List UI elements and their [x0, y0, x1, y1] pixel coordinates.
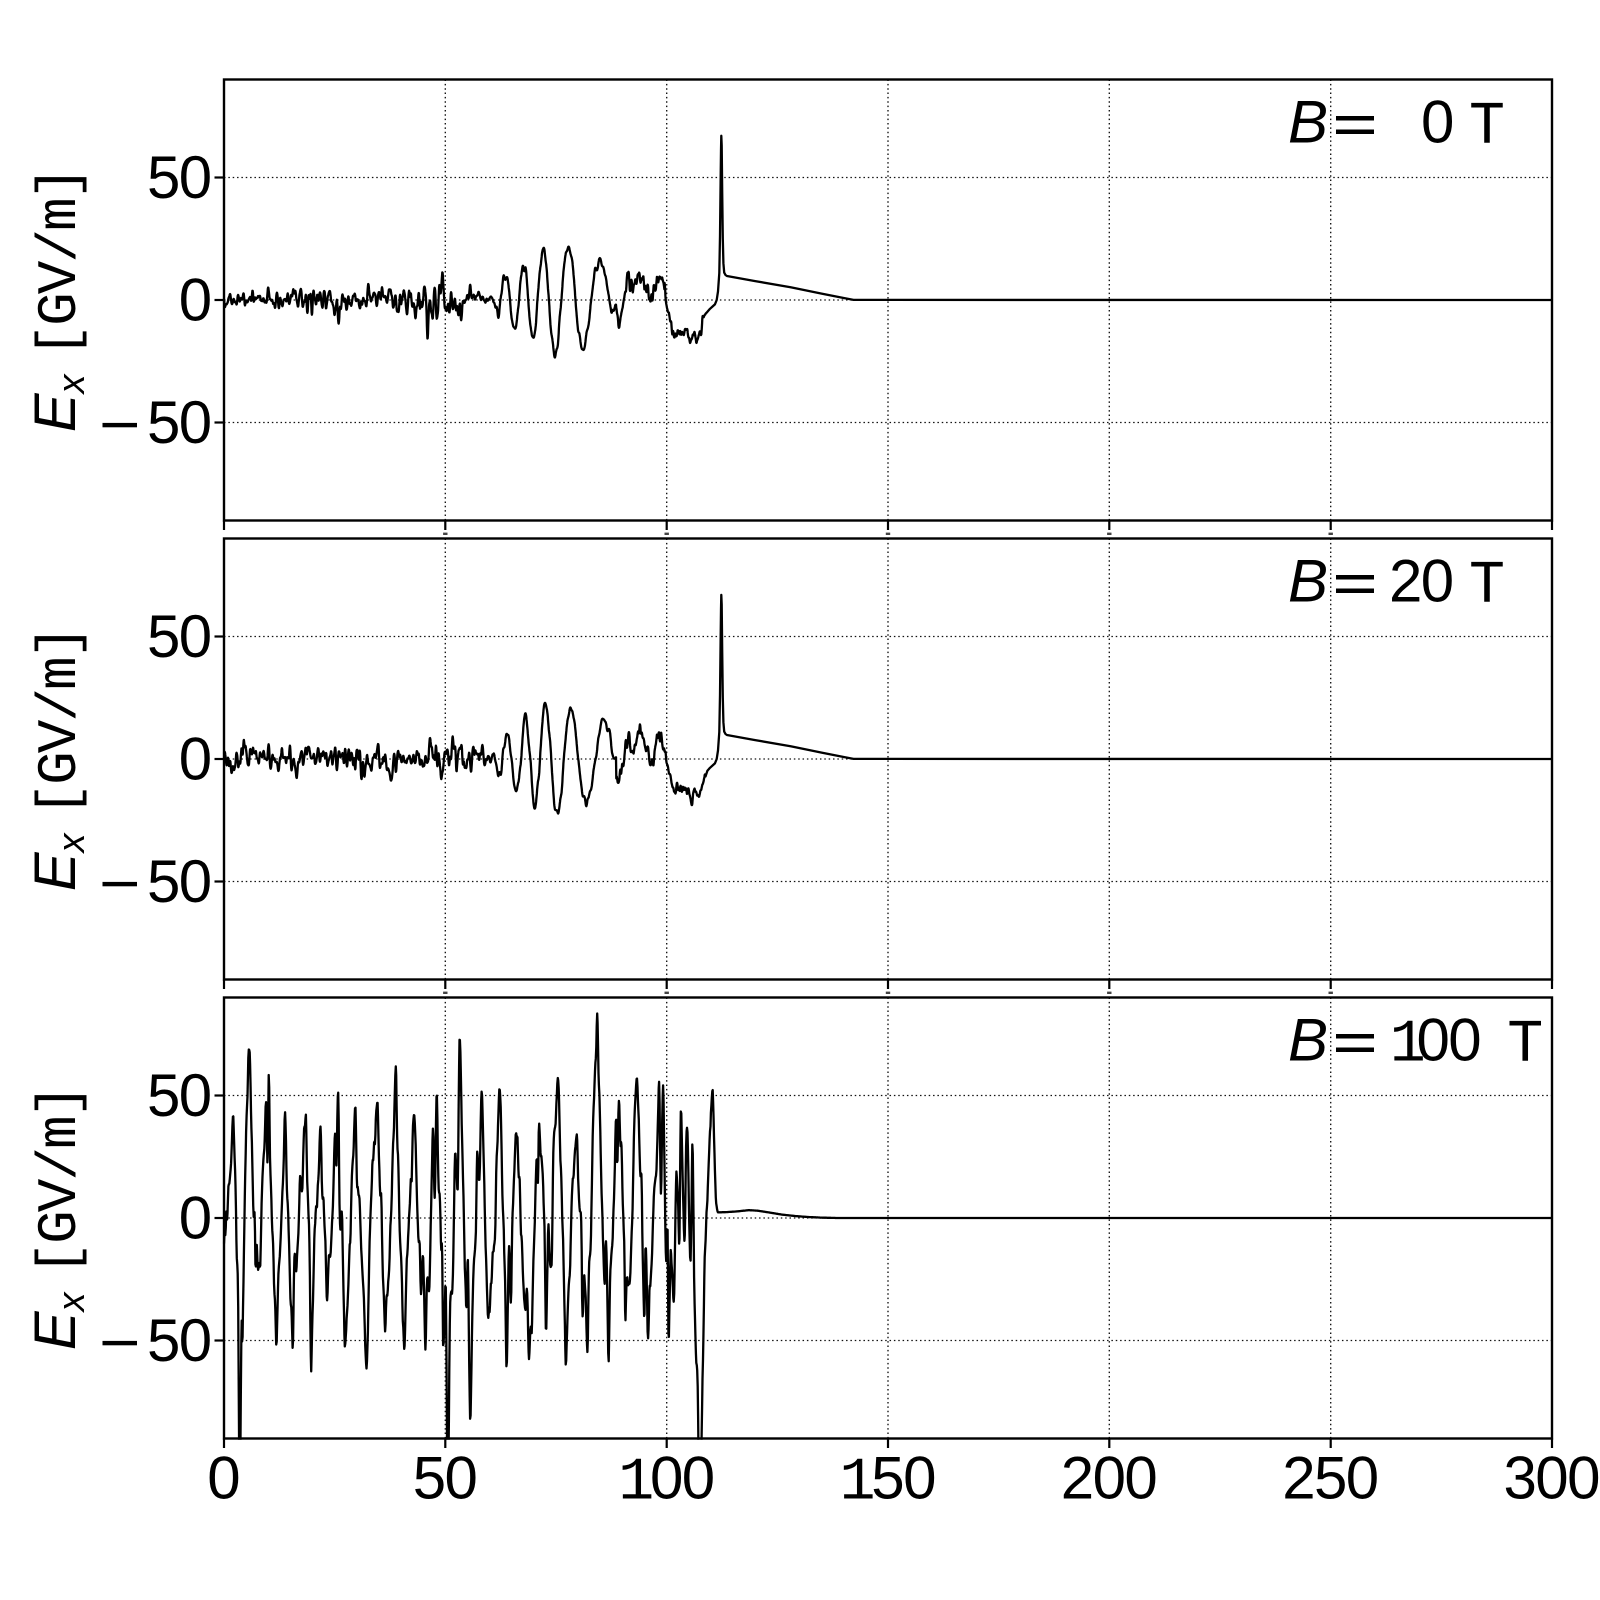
svg-text:5: 5: [147, 389, 180, 456]
svg-text:0: 0: [179, 1307, 212, 1374]
svg-text:2: 2: [1061, 1445, 1094, 1512]
svg-text:0: 0: [1417, 1006, 1450, 1073]
svg-text:0: 0: [1535, 1445, 1568, 1512]
svg-text:0: 0: [650, 1445, 683, 1512]
svg-text:2: 2: [1282, 1445, 1315, 1512]
svg-text:T: T: [1469, 552, 1505, 620]
svg-text:1: 1: [618, 1450, 654, 1518]
svg-text:0: 0: [179, 726, 212, 793]
svg-text:T: T: [1469, 93, 1505, 161]
svg-text:5: 5: [147, 1062, 180, 1129]
svg-text:0: 0: [1421, 88, 1454, 155]
svg-text:0: 0: [1448, 1006, 1481, 1073]
svg-text:0: 0: [903, 1445, 936, 1512]
svg-text:0: 0: [179, 144, 212, 211]
svg-text:Ex [GV/m]: Ex [GV/m]: [23, 627, 93, 891]
svg-text:1: 1: [1390, 1011, 1426, 1079]
svg-text:5: 5: [1314, 1445, 1347, 1512]
svg-text:2: 2: [1389, 547, 1422, 614]
svg-text:5: 5: [147, 848, 180, 915]
svg-text:B: B: [1288, 88, 1328, 155]
svg-text:5: 5: [147, 1307, 180, 1374]
svg-text:0: 0: [1567, 1445, 1600, 1512]
svg-text:0: 0: [1093, 1445, 1126, 1512]
svg-text:5: 5: [147, 603, 180, 670]
svg-text:0: 0: [1421, 547, 1454, 614]
svg-text:Ex [GV/m]: Ex [GV/m]: [23, 168, 93, 432]
svg-text:0: 0: [682, 1445, 715, 1512]
svg-text:0: 0: [179, 848, 212, 915]
svg-text:5: 5: [413, 1445, 446, 1512]
svg-text:Ex [GV/m]: Ex [GV/m]: [23, 1086, 93, 1350]
svg-text:0: 0: [179, 1185, 212, 1252]
svg-text:0: 0: [179, 1062, 212, 1129]
svg-text:0: 0: [207, 1445, 240, 1512]
svg-text:0: 0: [1346, 1445, 1379, 1512]
svg-text:0: 0: [179, 267, 212, 334]
svg-text:0: 0: [179, 389, 212, 456]
svg-text:0: 0: [179, 603, 212, 670]
svg-text:T: T: [1507, 1011, 1543, 1079]
svg-text:B: B: [1288, 1006, 1328, 1073]
svg-text:3: 3: [1504, 1445, 1537, 1512]
svg-text:5: 5: [871, 1445, 904, 1512]
svg-text:1: 1: [840, 1450, 876, 1518]
svg-text:5: 5: [147, 144, 180, 211]
svg-text:0: 0: [1124, 1445, 1157, 1512]
svg-text:0: 0: [445, 1445, 478, 1512]
svg-text:B: B: [1288, 547, 1328, 614]
